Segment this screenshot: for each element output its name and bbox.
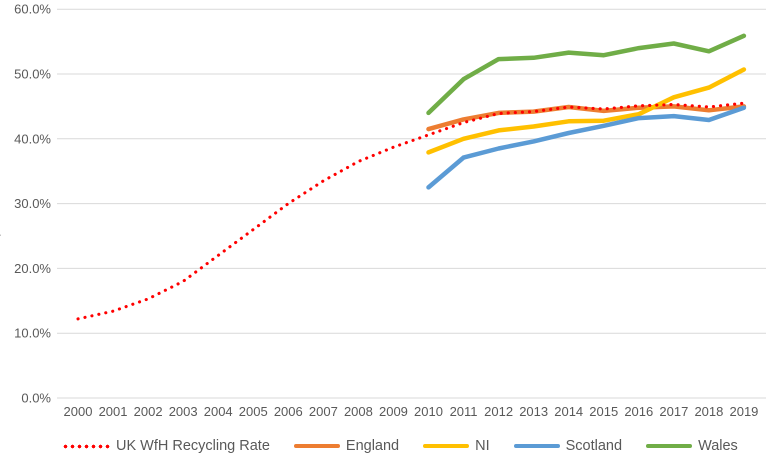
x-tick-label: 2002	[134, 404, 163, 419]
uk-dotted-line-swatch	[62, 443, 110, 449]
x-tick-label: 2016	[624, 404, 653, 419]
legend-item-england: England	[293, 438, 400, 454]
england-line-swatch	[293, 443, 340, 449]
y-tick-label: 50.0%	[14, 67, 51, 82]
series-line-wales	[426, 33, 747, 116]
legend-label-wales: Wales	[698, 438, 738, 454]
x-tick-label: 2013	[519, 404, 548, 419]
x-tick-label: 2017	[659, 404, 688, 419]
x-tick-label: 2001	[99, 404, 128, 419]
legend-label-england: England	[345, 438, 400, 454]
legend-item-scotland: Scotland	[513, 438, 623, 454]
series-line-scotland	[426, 105, 747, 190]
legend-item-uk: UK WfH Recycling Rate	[62, 438, 270, 454]
chart-legend: UK WfH Recycling Rate England NI Scotlan…	[62, 438, 738, 454]
series-line-uk-wfh-recycling-rate	[76, 101, 746, 321]
y-axis-title-fragment: )	[0, 232, 1, 236]
x-tick-label: 2014	[554, 404, 583, 419]
y-tick-label: 40.0%	[14, 131, 51, 146]
legend-label-uk: UK WfH Recycling Rate	[116, 438, 270, 454]
x-tick-label: 2006	[274, 404, 303, 419]
x-tick-label: 2009	[379, 404, 408, 419]
x-tick-label: 2012	[484, 404, 513, 419]
x-tick-label: 2007	[309, 404, 338, 419]
x-tick-label: 2004	[204, 404, 233, 419]
wales-line-swatch	[646, 443, 693, 449]
y-tick-label: 20.0%	[14, 261, 51, 276]
scotland-line-swatch	[513, 443, 560, 449]
y-tick-label: 30.0%	[14, 196, 51, 211]
x-tick-label: 2018	[694, 404, 723, 419]
legend-label-ni: NI	[475, 438, 490, 454]
y-tick-label: 10.0%	[14, 326, 51, 341]
x-tick-label: 2010	[414, 404, 443, 419]
y-tick-label: 0.0%	[21, 391, 51, 406]
x-tick-label: 2015	[589, 404, 618, 419]
x-tick-label: 2003	[169, 404, 198, 419]
x-tick-label: 2000	[64, 404, 93, 419]
x-tick-label: 2019	[729, 404, 758, 419]
y-tick-label: 60.0%	[14, 2, 51, 17]
series-line-ni	[426, 67, 747, 155]
ni-line-swatch	[423, 443, 470, 449]
x-tick-label: 2005	[239, 404, 268, 419]
legend-item-ni: NI	[423, 438, 490, 454]
legend-item-wales: Wales	[646, 438, 738, 454]
x-tick-label: 2011	[450, 404, 478, 419]
x-tick-label: 2008	[344, 404, 373, 419]
legend-label-scotland: Scotland	[565, 438, 623, 454]
